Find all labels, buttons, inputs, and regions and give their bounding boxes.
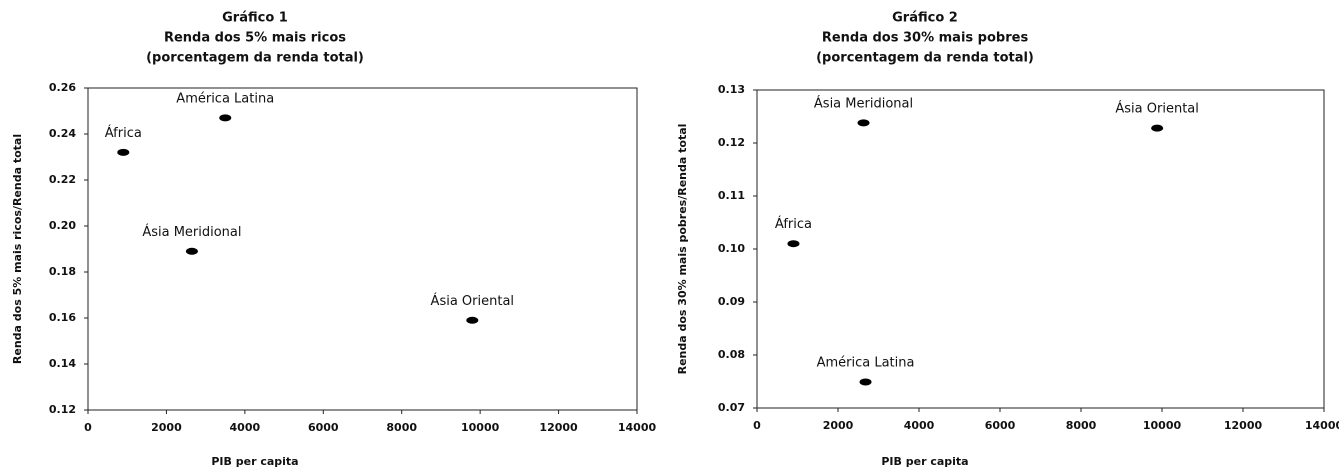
x-tick-label: 6000 — [308, 421, 339, 434]
point — [859, 378, 872, 386]
x-tick-label: 8000 — [386, 421, 417, 434]
chart-title: (porcentagem da renda total) — [146, 51, 364, 66]
x-tick-label: 6000 — [985, 419, 1016, 432]
point-label: África — [105, 125, 142, 141]
x-tick-label: 12000 — [539, 421, 578, 434]
x-tick-label: 4000 — [230, 421, 261, 434]
point — [1151, 124, 1164, 132]
y-tick-label: 0.20 — [49, 219, 76, 232]
x-tick-label: 12000 — [1224, 419, 1263, 432]
y-axis-label: Renda dos 5% mais ricos/Renda total — [11, 134, 24, 364]
y-tick-label: 0.24 — [49, 127, 76, 140]
y-tick-label: 0.16 — [49, 311, 76, 324]
x-tick-label: 0 — [84, 421, 92, 434]
x-tick-label: 2000 — [823, 419, 854, 432]
chart-title: Renda dos 30% mais pobres — [822, 31, 1029, 46]
x-tick-label: 0 — [753, 419, 761, 432]
y-tick-label: 0.12 — [718, 136, 745, 149]
point — [185, 247, 198, 255]
point-label: Ásia Oriental — [431, 293, 514, 309]
x-tick-label: 2000 — [151, 421, 182, 434]
y-tick-label: 0.18 — [49, 265, 76, 278]
y-tick-label: 0.22 — [49, 173, 76, 186]
y-tick-label: 0.12 — [49, 403, 76, 416]
plot-frame — [87, 87, 638, 411]
x-tick-label: 14000 — [1305, 419, 1339, 432]
chart-title: Gráfico 1 — [222, 11, 288, 26]
y-tick-label: 0.10 — [718, 242, 745, 255]
point-label: África — [775, 216, 812, 232]
x-tick-label: 10000 — [461, 421, 500, 434]
y-tick-label: 0.13 — [718, 83, 745, 96]
y-tick-label: 0.09 — [718, 295, 745, 308]
chart-title: Renda dos 5% mais ricos — [164, 31, 346, 46]
point-label: Ásia Oriental — [1115, 101, 1198, 117]
point — [117, 148, 130, 156]
point — [466, 316, 479, 324]
point-label: Ásia Meridional — [814, 95, 913, 111]
y-axis-label: Renda dos 30% mais pobres/Renda total — [676, 124, 689, 375]
y-tick-label: 0.14 — [49, 357, 76, 370]
x-tick-label: 4000 — [904, 419, 935, 432]
point — [219, 114, 232, 122]
x-axis-label: PIB per capita — [211, 455, 298, 468]
point-label: Ásia Meridional — [142, 224, 241, 240]
x-axis-label: PIB per capita — [881, 455, 968, 468]
x-tick-label: 10000 — [1143, 419, 1182, 432]
y-tick-label: 0.08 — [718, 348, 745, 361]
y-tick-label: 0.26 — [49, 81, 76, 94]
point — [787, 240, 800, 248]
y-tick-label: 0.11 — [718, 189, 745, 202]
x-tick-label: 14000 — [618, 421, 657, 434]
y-tick-label: 0.07 — [718, 401, 745, 414]
x-tick-label: 8000 — [1066, 419, 1097, 432]
chart-title: (porcentagem da renda total) — [816, 51, 1034, 66]
point-label: América Latina — [817, 356, 915, 371]
point-label: América Latina — [176, 91, 274, 106]
point — [857, 119, 870, 127]
chart-title: Gráfico 2 — [892, 11, 958, 26]
